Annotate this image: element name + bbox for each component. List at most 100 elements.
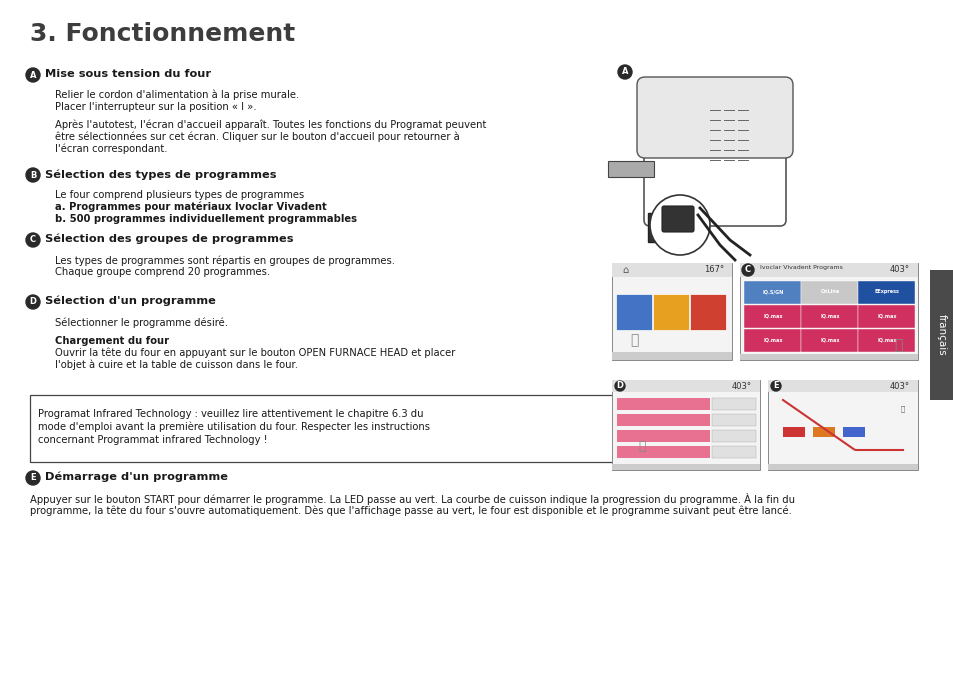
Text: l'écran correspondant.: l'écran correspondant.: [55, 144, 168, 155]
FancyBboxPatch shape: [617, 446, 709, 458]
FancyBboxPatch shape: [652, 294, 688, 330]
Circle shape: [26, 68, 40, 82]
Text: mode d'emploi avant la première utilisation du four. Respecter les instructions: mode d'emploi avant la première utilisat…: [38, 422, 430, 433]
Text: IQ.max: IQ.max: [877, 337, 896, 342]
FancyBboxPatch shape: [858, 328, 915, 351]
Text: Après l'autotest, l'écran d'accueil apparaît. Toutes les fonctions du Programat : Après l'autotest, l'écran d'accueil appa…: [55, 120, 486, 131]
Text: 403°: 403°: [889, 382, 909, 391]
FancyBboxPatch shape: [743, 281, 801, 304]
Text: D: D: [616, 382, 623, 390]
Text: B: B: [30, 170, 36, 180]
Text: Chargement du four: Chargement du four: [55, 336, 169, 346]
Text: Démarrage d'un programme: Démarrage d'un programme: [45, 472, 228, 483]
Circle shape: [770, 381, 781, 391]
Text: être sélectionnées sur cet écran. Cliquer sur le bouton d'accueil pour retourner: être sélectionnées sur cet écran. Clique…: [55, 132, 459, 143]
Text: Sélection d'un programme: Sélection d'un programme: [45, 296, 215, 306]
FancyBboxPatch shape: [616, 294, 651, 330]
Circle shape: [741, 264, 753, 276]
Text: Le four comprend plusieurs types de programmes: Le four comprend plusieurs types de prog…: [55, 190, 304, 200]
Circle shape: [26, 471, 40, 485]
Text: EExpress: EExpress: [874, 289, 899, 294]
FancyBboxPatch shape: [647, 213, 686, 242]
FancyBboxPatch shape: [743, 304, 801, 328]
FancyBboxPatch shape: [30, 395, 615, 462]
FancyBboxPatch shape: [929, 270, 953, 400]
Text: b. 500 programmes individuellement programmables: b. 500 programmes individuellement progr…: [55, 214, 356, 224]
Text: IQ.max: IQ.max: [762, 337, 781, 342]
Text: français: français: [936, 314, 946, 356]
Circle shape: [649, 195, 709, 255]
Text: ✋: ✋: [629, 333, 638, 347]
FancyBboxPatch shape: [617, 430, 709, 442]
Text: Sélection des types de programmes: Sélection des types de programmes: [45, 169, 276, 180]
Text: Ivoclar Vivadent Programs: Ivoclar Vivadent Programs: [760, 265, 842, 270]
Text: IQ.max: IQ.max: [877, 313, 896, 318]
Text: A: A: [30, 71, 36, 79]
FancyBboxPatch shape: [711, 446, 755, 458]
Text: ✋: ✋: [638, 440, 645, 453]
Text: 3. Fonctionnement: 3. Fonctionnement: [30, 22, 294, 46]
FancyBboxPatch shape: [740, 263, 917, 360]
FancyBboxPatch shape: [612, 380, 760, 470]
FancyBboxPatch shape: [801, 328, 858, 351]
Text: IQ.max: IQ.max: [762, 313, 781, 318]
Circle shape: [618, 65, 631, 79]
Text: Placer l'interrupteur sur la position « I ».: Placer l'interrupteur sur la position « …: [55, 102, 256, 112]
FancyBboxPatch shape: [711, 414, 755, 426]
Text: IQ.max: IQ.max: [820, 313, 839, 318]
FancyBboxPatch shape: [612, 263, 731, 360]
Text: ✋: ✋: [893, 338, 902, 352]
FancyBboxPatch shape: [617, 398, 709, 410]
Circle shape: [26, 168, 40, 182]
Text: Appuyer sur le bouton START pour démarrer le programme. La LED passe au vert. La: Appuyer sur le bouton START pour démarre…: [30, 493, 794, 505]
FancyBboxPatch shape: [740, 354, 917, 360]
FancyBboxPatch shape: [767, 380, 917, 392]
Text: Sélection des groupes de programmes: Sélection des groupes de programmes: [45, 234, 294, 244]
FancyBboxPatch shape: [740, 263, 917, 277]
FancyBboxPatch shape: [801, 304, 858, 328]
Text: programme, la tête du four s'ouvre automatiquement. Dès que l'affichage passe au: programme, la tête du four s'ouvre autom…: [30, 505, 791, 516]
FancyBboxPatch shape: [711, 398, 755, 410]
Text: Les types de programmes sont répartis en groupes de programmes.: Les types de programmes sont répartis en…: [55, 255, 395, 266]
Text: IQ.S/GN: IQ.S/GN: [761, 289, 782, 294]
Text: l'objet à cuire et la table de cuisson dans le four.: l'objet à cuire et la table de cuisson d…: [55, 360, 297, 371]
FancyBboxPatch shape: [782, 427, 804, 437]
FancyBboxPatch shape: [612, 352, 731, 360]
FancyBboxPatch shape: [743, 328, 801, 351]
FancyBboxPatch shape: [612, 380, 760, 392]
Text: C: C: [744, 266, 750, 275]
Text: Chaque groupe comprend 20 programmes.: Chaque groupe comprend 20 programmes.: [55, 267, 270, 277]
FancyBboxPatch shape: [711, 430, 755, 442]
Text: 403°: 403°: [731, 382, 751, 391]
FancyBboxPatch shape: [767, 380, 917, 470]
Text: ⌂: ⌂: [621, 265, 628, 275]
Text: 167°: 167°: [703, 265, 723, 274]
FancyBboxPatch shape: [858, 304, 915, 328]
FancyBboxPatch shape: [842, 427, 864, 437]
Text: a. Programmes pour matériaux Ivoclar Vivadent: a. Programmes pour matériaux Ivoclar Viv…: [55, 202, 327, 213]
Circle shape: [26, 295, 40, 309]
Text: Programat Infrared Technology : veuillez lire attentivement le chapitre 6.3 du: Programat Infrared Technology : veuillez…: [38, 409, 423, 419]
FancyBboxPatch shape: [617, 414, 709, 426]
Text: 🔒: 🔒: [900, 405, 904, 412]
FancyBboxPatch shape: [858, 281, 915, 304]
Text: E: E: [30, 474, 36, 483]
FancyBboxPatch shape: [643, 114, 785, 226]
FancyBboxPatch shape: [612, 464, 760, 470]
Circle shape: [26, 233, 40, 247]
Text: Ouvrir la tête du four en appuyant sur le bouton OPEN FURNACE HEAD et placer: Ouvrir la tête du four en appuyant sur l…: [55, 348, 455, 359]
Text: Relier le cordon d'alimentation à la prise murale.: Relier le cordon d'alimentation à la pri…: [55, 90, 299, 100]
Text: Mise sous tension du four: Mise sous tension du four: [45, 69, 211, 79]
Text: Sélectionner le programme désiré.: Sélectionner le programme désiré.: [55, 317, 228, 328]
FancyBboxPatch shape: [801, 281, 858, 304]
Text: 403°: 403°: [889, 265, 909, 274]
FancyBboxPatch shape: [767, 464, 917, 470]
Text: OnLine: OnLine: [820, 289, 839, 294]
FancyBboxPatch shape: [689, 294, 725, 330]
FancyBboxPatch shape: [812, 427, 834, 437]
Text: D: D: [30, 297, 36, 306]
Circle shape: [615, 381, 624, 391]
Text: C: C: [30, 236, 36, 244]
FancyBboxPatch shape: [637, 77, 792, 158]
FancyBboxPatch shape: [661, 206, 693, 232]
